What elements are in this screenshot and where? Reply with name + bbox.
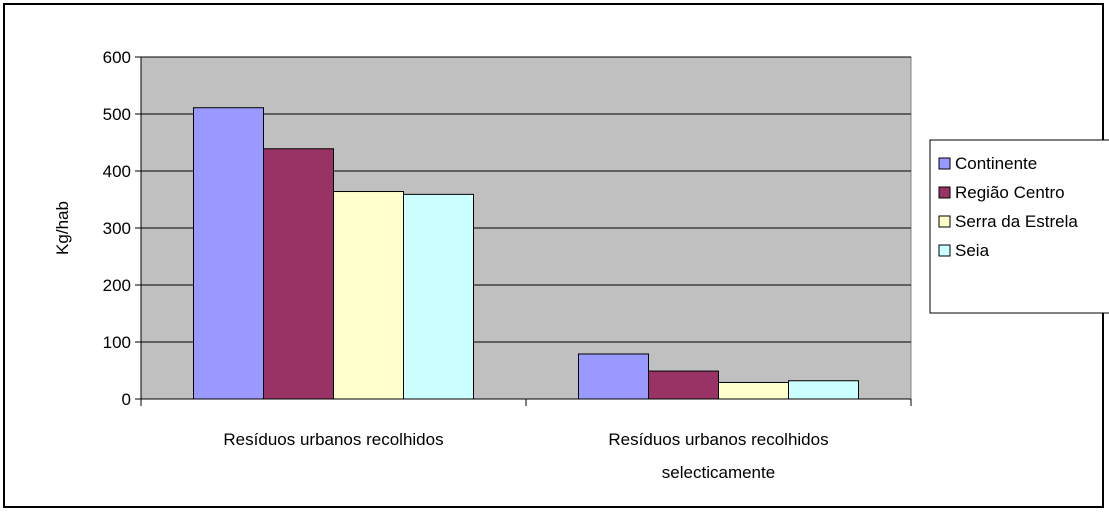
bar bbox=[333, 191, 404, 400]
y-tick-label: 200 bbox=[103, 276, 131, 295]
bar bbox=[578, 353, 649, 400]
x-category-label: Resíduos urbanos recolhidos bbox=[223, 430, 443, 449]
legend-swatch bbox=[938, 157, 951, 170]
legend-entry: Região Centro bbox=[955, 183, 1065, 202]
legend-swatch bbox=[938, 215, 951, 228]
bar bbox=[263, 148, 334, 400]
y-tick-label: 500 bbox=[103, 105, 131, 124]
legend-box bbox=[929, 139, 1109, 314]
y-tick-label: 100 bbox=[103, 333, 131, 352]
bar bbox=[788, 380, 859, 400]
legend-swatch bbox=[938, 186, 951, 199]
legend-entry: Serra da Estrela bbox=[955, 212, 1078, 231]
y-tick-label: 0 bbox=[122, 390, 131, 409]
bar bbox=[648, 370, 719, 400]
bar bbox=[403, 193, 474, 400]
y-tick-label: 600 bbox=[103, 48, 131, 67]
x-category-label: selecticamente bbox=[662, 463, 775, 482]
y-axis-title: Kg/hab bbox=[53, 201, 72, 255]
bar bbox=[193, 107, 264, 400]
y-tick-label: 300 bbox=[103, 219, 131, 238]
legend-entry: Continente bbox=[955, 154, 1037, 173]
legend-swatch bbox=[938, 244, 951, 257]
y-tick-label: 400 bbox=[103, 162, 131, 181]
bar bbox=[718, 381, 789, 400]
legend-entry: Seia bbox=[955, 241, 990, 260]
x-category-label: Resíduos urbanos recolhidos bbox=[608, 430, 828, 449]
